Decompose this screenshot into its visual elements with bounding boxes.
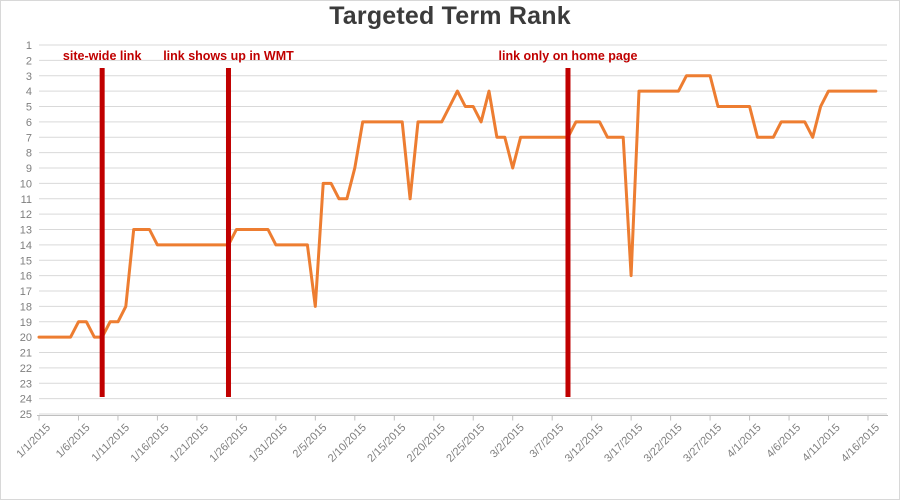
- x-axis-tick-label: 1/21/2015: [168, 422, 211, 465]
- y-axis-tick-label: 11: [21, 194, 32, 206]
- x-axis-tick-label: 4/16/2015: [839, 422, 882, 465]
- x-axis-tick-label: 4/11/2015: [800, 422, 843, 465]
- x-axis-tick-label: 2/25/2015: [444, 422, 487, 465]
- y-axis-tick-label: 7: [26, 132, 32, 144]
- y-axis-tick-label: 12: [20, 209, 32, 221]
- y-axis-tick-label: 2: [26, 55, 32, 67]
- event-marker-label: link shows up in WMT: [163, 49, 294, 63]
- y-axis-tick-label: 10: [20, 178, 32, 190]
- x-axis-tick-label: 4/6/2015: [764, 422, 803, 461]
- x-axis-tick-label: 1/6/2015: [54, 422, 93, 461]
- chart-title: Targeted Term Rank: [329, 2, 571, 30]
- x-axis-tick-label: 1/26/2015: [207, 422, 250, 465]
- y-axis-tick-label: 23: [20, 378, 32, 390]
- y-axis-tick-label: 3: [26, 71, 32, 83]
- x-axis-tick-label: 3/2/2015: [488, 422, 527, 461]
- x-axis-tick-label: 3/17/2015: [602, 422, 645, 465]
- x-axis-tick-label: 4/1/2015: [725, 422, 764, 461]
- y-axis-tick-label: 20: [20, 332, 32, 344]
- rank-series-line: [37, 74, 878, 339]
- x-axis-tick-label: 2/10/2015: [326, 422, 369, 465]
- y-axis-tick-label: 4: [26, 86, 32, 98]
- x-axis-tick-label: 1/31/2015: [247, 422, 290, 465]
- y-axis-tick-label: 5: [26, 102, 32, 114]
- y-axis-tick-label: 1: [26, 40, 32, 52]
- x-axis-tick-label: 2/5/2015: [291, 422, 330, 461]
- y-axis-tick-label: 16: [20, 271, 32, 283]
- event-marker-label: site-wide link: [63, 49, 142, 63]
- x-axis-tick-label: 2/20/2015: [405, 422, 448, 465]
- event-marker-label: link only on home page: [499, 49, 638, 63]
- x-axis-tick-label: 1/11/2015: [90, 422, 133, 465]
- y-axis-tick-label: 14: [20, 240, 32, 252]
- y-axis-tick-label: 8: [26, 148, 32, 160]
- x-axis-tick-label: 3/7/2015: [528, 422, 567, 461]
- y-axis-tick-label: 15: [20, 255, 32, 267]
- y-axis-tick-label: 6: [26, 117, 32, 129]
- y-axis-tick-label: 25: [20, 409, 32, 421]
- x-axis-tick-label: 1/16/2015: [128, 422, 171, 465]
- bottom-border-gap: [406, 496, 529, 499]
- y-axis-tick-label: 21: [20, 348, 32, 360]
- x-axis-tick-label: 3/27/2015: [681, 422, 724, 465]
- y-axis-tick-label: 18: [20, 301, 32, 313]
- y-axis-tick-label: 9: [26, 163, 32, 175]
- y-axis-tick-label: 24: [20, 394, 32, 406]
- y-axis-tick-label: 22: [20, 363, 32, 375]
- x-axis-tick-label: 3/22/2015: [642, 422, 685, 465]
- x-axis-tick-label: 1/1/2015: [14, 422, 53, 461]
- y-axis-tick-label: 13: [20, 225, 32, 237]
- x-axis-tick-label: 2/15/2015: [365, 422, 408, 465]
- x-axis-tick-label: 3/12/2015: [563, 422, 606, 465]
- y-axis-tick-label: 17: [20, 286, 32, 298]
- y-axis-tick-label: 19: [20, 317, 32, 329]
